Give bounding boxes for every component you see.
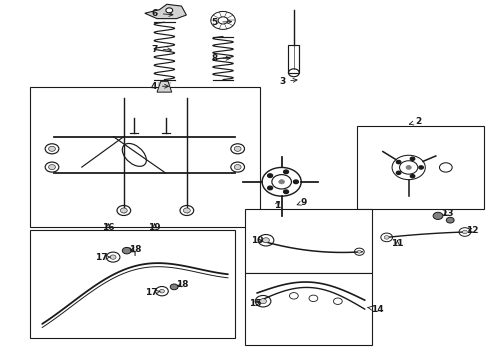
Circle shape	[268, 186, 272, 190]
Text: 3: 3	[279, 77, 297, 86]
Text: 19: 19	[148, 223, 161, 232]
Text: 1: 1	[273, 201, 280, 210]
Circle shape	[234, 146, 241, 151]
Text: 2: 2	[410, 117, 421, 126]
Circle shape	[309, 295, 318, 302]
Circle shape	[279, 180, 285, 184]
Text: 5: 5	[211, 18, 231, 27]
Circle shape	[49, 146, 55, 151]
Circle shape	[446, 217, 454, 223]
Circle shape	[410, 157, 415, 160]
Bar	[289, 45, 299, 73]
Bar	[357, 126, 485, 209]
Circle shape	[234, 165, 241, 170]
Circle shape	[260, 299, 267, 304]
Circle shape	[263, 238, 270, 243]
Text: 15: 15	[249, 299, 262, 308]
Text: 13: 13	[441, 209, 453, 218]
Text: 7: 7	[151, 45, 172, 54]
Circle shape	[290, 293, 298, 299]
Circle shape	[110, 255, 116, 259]
Text: 17: 17	[95, 253, 110, 262]
Text: 14: 14	[368, 305, 383, 314]
Polygon shape	[145, 4, 186, 19]
Text: 18: 18	[176, 280, 189, 289]
Bar	[30, 230, 235, 338]
Circle shape	[284, 190, 289, 194]
Text: 18: 18	[129, 245, 142, 254]
Circle shape	[183, 208, 190, 213]
Circle shape	[268, 174, 272, 177]
Bar	[30, 87, 260, 226]
Circle shape	[170, 284, 178, 290]
Text: 6: 6	[151, 9, 173, 18]
Bar	[245, 273, 372, 345]
Circle shape	[396, 161, 401, 164]
Circle shape	[396, 171, 401, 175]
Circle shape	[406, 166, 411, 169]
Text: 8: 8	[211, 54, 230, 63]
Bar	[245, 209, 372, 273]
Circle shape	[122, 247, 131, 254]
Polygon shape	[157, 81, 171, 92]
Circle shape	[463, 230, 467, 234]
Circle shape	[284, 170, 289, 174]
Circle shape	[49, 165, 55, 170]
Circle shape	[121, 208, 127, 213]
Circle shape	[159, 289, 164, 293]
Text: 11: 11	[391, 239, 404, 248]
Circle shape	[433, 212, 443, 220]
Circle shape	[166, 8, 172, 13]
Circle shape	[410, 175, 415, 178]
Text: 10: 10	[251, 237, 264, 246]
Circle shape	[294, 180, 298, 184]
Circle shape	[419, 166, 423, 169]
Text: 9: 9	[297, 198, 307, 207]
Text: 17: 17	[145, 288, 160, 297]
Circle shape	[384, 235, 389, 239]
Text: 12: 12	[466, 226, 478, 235]
Text: 4: 4	[150, 82, 169, 91]
Text: 16: 16	[102, 223, 115, 232]
Circle shape	[333, 298, 342, 305]
Circle shape	[357, 250, 361, 253]
